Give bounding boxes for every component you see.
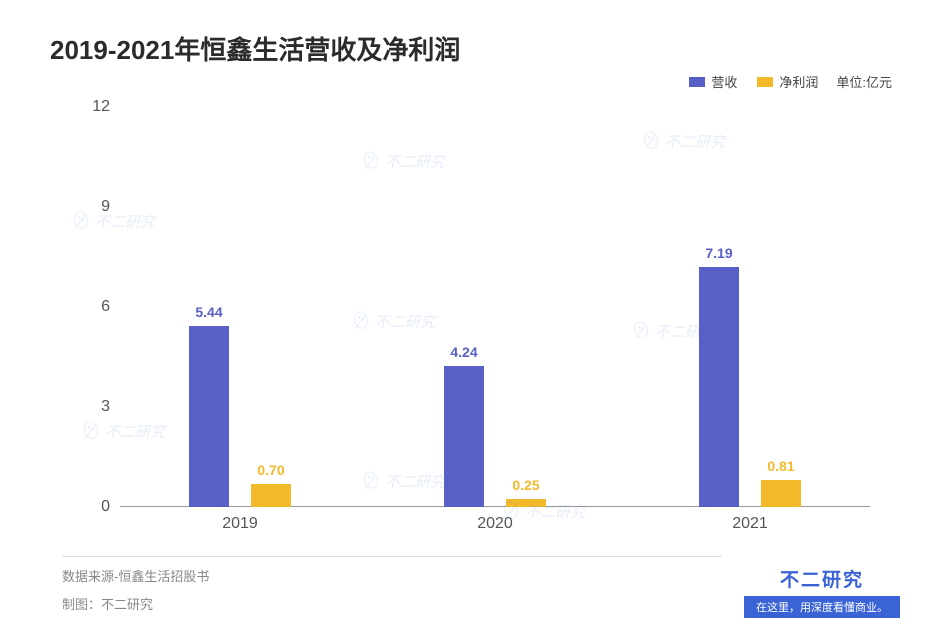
y-tick-label: 9 — [80, 198, 110, 216]
legend-unit: 单位:亿元 — [836, 72, 892, 91]
bar-revenue — [444, 366, 484, 507]
author-label: 制图：不二研究 — [62, 591, 722, 620]
bar-revenue — [699, 267, 739, 507]
x-axis — [120, 506, 870, 507]
x-tick-label: 2019 — [200, 515, 280, 533]
bar-value-label: 0.70 — [231, 462, 311, 478]
bar-value-label: 4.24 — [424, 344, 504, 360]
plot-area: 0369125.440.7020194.240.2520207.190.8120… — [120, 107, 870, 507]
source-label: 数据来源-恒鑫生活招股书 — [62, 563, 722, 592]
legend-label-profit: 净利润 — [779, 72, 818, 91]
bar-profit — [506, 499, 546, 507]
x-tick-label: 2021 — [710, 515, 790, 533]
bar-revenue — [189, 326, 229, 507]
bar-value-label: 7.19 — [679, 245, 759, 261]
chart-container: 2019-2021年恒鑫生活营收及净利润 营收 净利润 单位:亿元 0 3 6 9 12… — [0, 0, 940, 644]
bar-profit — [251, 484, 291, 507]
y-tick-label: 3 — [80, 398, 110, 416]
bar-value-label: 0.25 — [486, 477, 566, 493]
legend-swatch-profit — [757, 77, 773, 87]
bar-profit — [761, 480, 801, 507]
legend: 营收 净利润 单位:亿元 — [689, 72, 892, 91]
footer-divider — [62, 556, 722, 557]
legend-label-revenue: 营收 — [711, 72, 737, 91]
y-tick-label: 0 — [80, 498, 110, 516]
y-tick-label: 6 — [80, 298, 110, 316]
chart-footer: 数据来源-恒鑫生活招股书 制图：不二研究 — [62, 556, 722, 620]
y-tick-label: 12 — [80, 98, 110, 116]
x-tick-label: 2020 — [455, 515, 535, 533]
brand-subtitle: 在这里，用深度看懂商业。 — [744, 596, 900, 618]
brand-title: 不二研究 — [744, 565, 900, 596]
chart-title: 2019-2021年恒鑫生活营收及净利润 — [50, 30, 900, 67]
bar-value-label: 0.81 — [741, 458, 821, 474]
bar-value-label: 5.44 — [169, 304, 249, 320]
legend-swatch-revenue — [689, 77, 705, 87]
chart-area: 0369125.440.7020194.240.2520207.190.8120… — [60, 107, 890, 547]
brand-box: 不二研究 在这里，用深度看懂商业。 — [744, 565, 900, 618]
